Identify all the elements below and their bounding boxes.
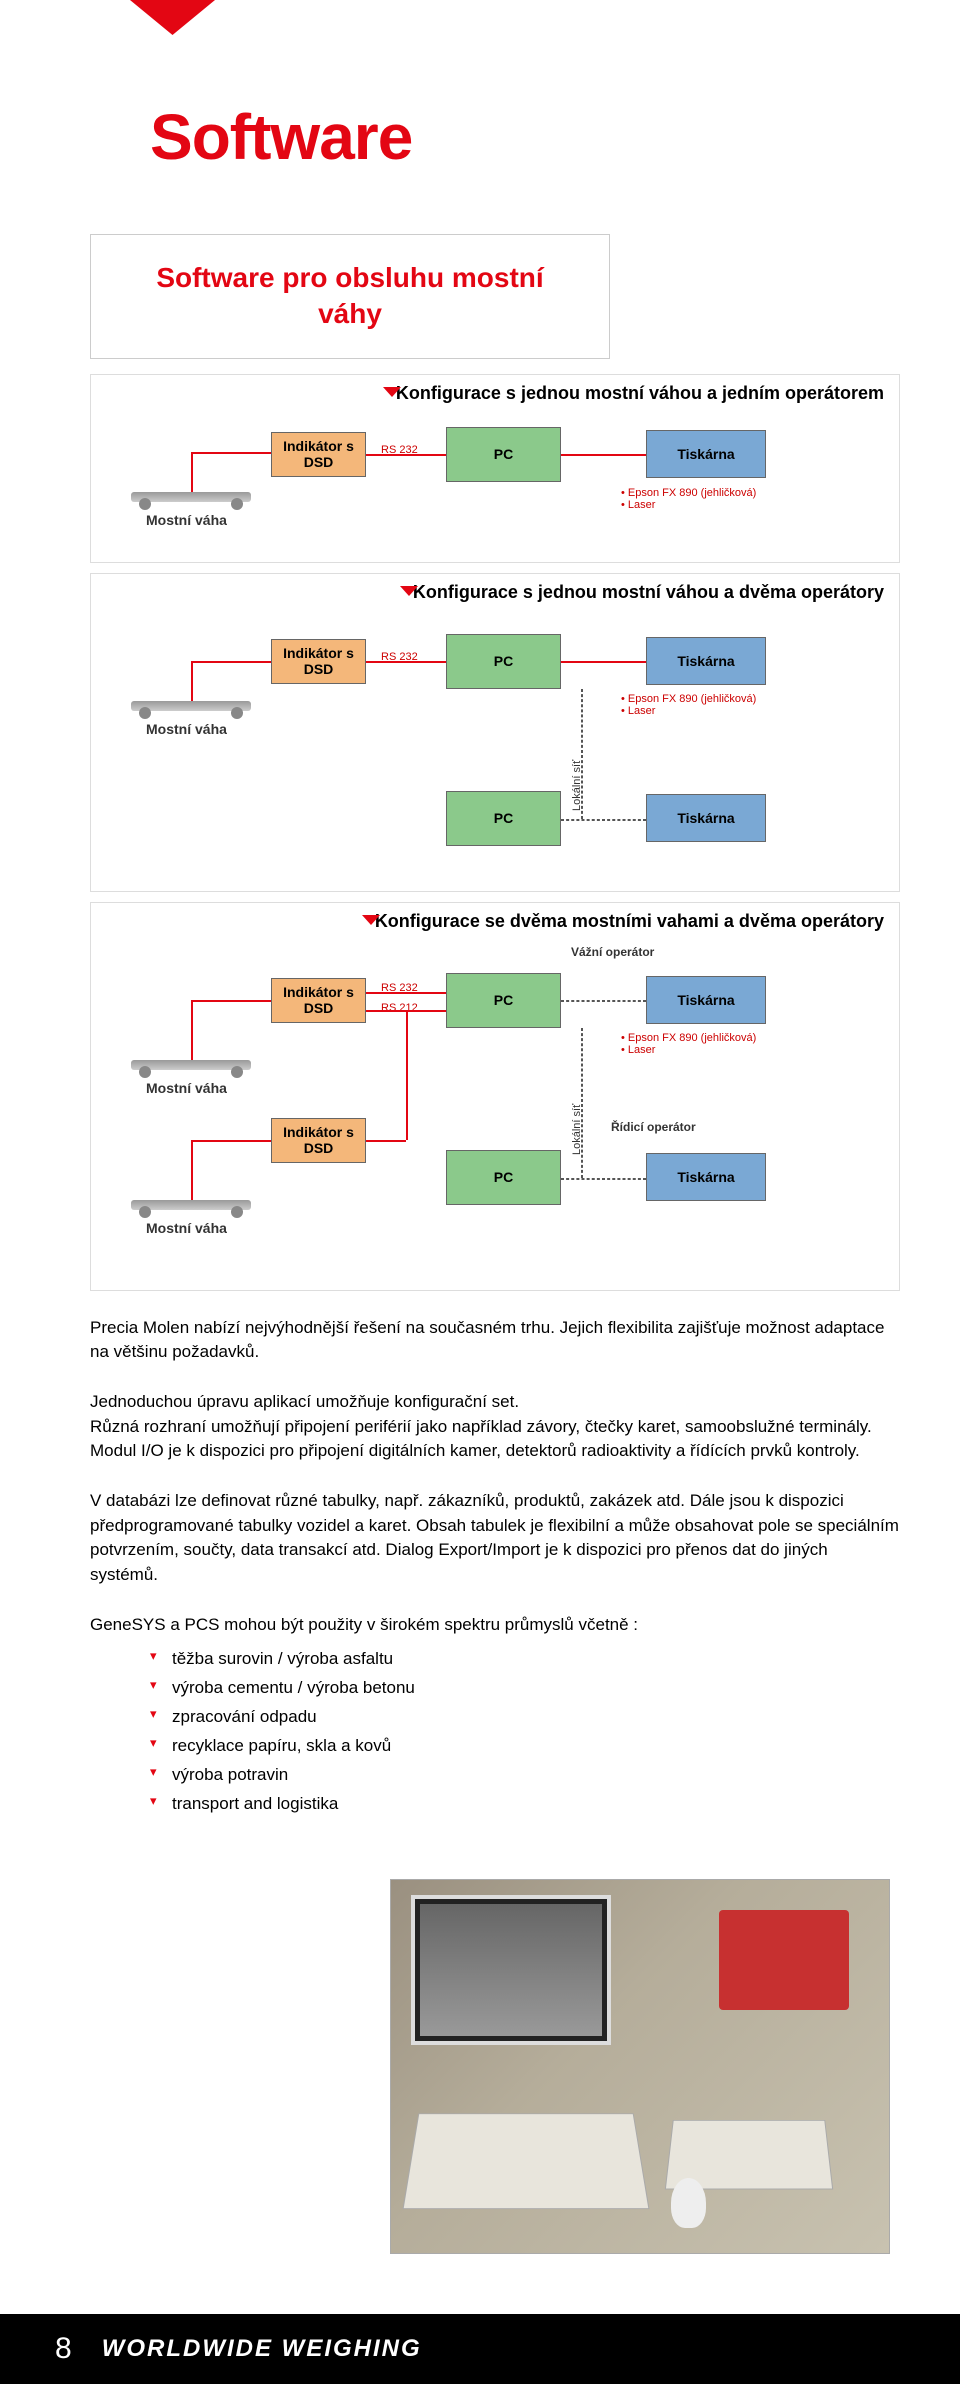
printer-box-1: Tiskárna xyxy=(646,976,766,1024)
scale-shape-2 xyxy=(131,1200,251,1210)
paragraph-1: Precia Molen nabízí nejvýhodnější řešení… xyxy=(90,1316,900,1365)
indicator-box: Indikátor s DSD xyxy=(271,639,366,684)
pc-box-2: PC xyxy=(446,1150,561,1205)
list-item: výroba potravin xyxy=(150,1761,900,1790)
diagram1-header: Konfigurace s jednou mostní váhou a jedn… xyxy=(91,375,899,412)
page-title: Software xyxy=(150,100,900,174)
lan-line xyxy=(561,1000,646,1002)
scale2-label: Mostní váha xyxy=(146,1220,227,1236)
indicator-box-2: Indikátor s DSD xyxy=(271,1118,366,1163)
diagram3-title: Konfigurace se dvěma mostními vahami a d… xyxy=(375,911,884,931)
subtitle-box: Software pro obsluhu mostní váhy xyxy=(90,234,610,359)
printer-label: Tiskárna xyxy=(677,810,734,826)
pc-box-2: PC xyxy=(446,791,561,846)
connector-line xyxy=(191,1140,271,1142)
diagram-single-scale-two-ops: Konfigurace s jednou mostní váhou a dvěm… xyxy=(90,573,900,892)
operator2-label: Řídicí operátor xyxy=(611,1120,696,1134)
connector-line xyxy=(366,454,446,456)
triangle-icon xyxy=(365,387,383,401)
printer-label: Tiskárna xyxy=(677,446,734,462)
scale1-label: Mostní váha xyxy=(146,1080,227,1096)
paragraph-2: Jednoduchou úpravu aplikací umožňuje kon… xyxy=(90,1390,900,1464)
connector-line xyxy=(191,452,193,492)
pc-label: PC xyxy=(494,653,513,669)
rs212-label: RS 212 xyxy=(381,1002,418,1014)
connector-line xyxy=(561,454,646,456)
diagram1-title: Konfigurace s jednou mostní váhou a jedn… xyxy=(396,383,884,403)
scale-shape xyxy=(131,701,251,711)
pc-box: PC xyxy=(446,427,561,482)
list-heading: GeneSYS a PCS mohou být použity v široké… xyxy=(90,1613,900,1638)
triangle-icon xyxy=(344,915,362,929)
list-item: těžba surovin / výroba asfaltu xyxy=(150,1645,900,1674)
lan-label: Lokální síť xyxy=(571,760,583,811)
photo-keyboard-shape xyxy=(403,2113,650,2209)
list-item: zpracování odpadu xyxy=(150,1703,900,1732)
connector-line xyxy=(561,661,646,663)
pc-box: PC xyxy=(446,634,561,689)
scale-shape xyxy=(131,492,251,502)
scale-label: Mostní váha xyxy=(146,512,227,528)
indicator-label: Indikátor s DSD xyxy=(272,438,365,470)
printer-label: Tiskárna xyxy=(677,1169,734,1185)
diagram3-header: Konfigurace se dvěma mostními vahami a d… xyxy=(91,903,899,940)
connector-line xyxy=(366,992,446,994)
printer-note: • Epson FX 890 (jehličková) • Laser xyxy=(621,487,756,511)
red-tab-decor xyxy=(130,0,215,35)
connector-line xyxy=(406,1010,408,1140)
connector-line xyxy=(366,1140,406,1142)
subtitle-text: Software pro obsluhu mostní váhy xyxy=(131,260,569,333)
bullet-list: těžba surovin / výroba asfaltu výroba ce… xyxy=(150,1645,900,1818)
pc-label: PC xyxy=(494,1169,513,1185)
diagram-single-scale-single-op: Konfigurace s jednou mostní váhou a jedn… xyxy=(90,374,900,563)
printer-note: • Epson FX 890 (jehličková) • Laser xyxy=(621,1032,756,1056)
list-item: výroba cementu / výroba betonu xyxy=(150,1674,900,1703)
photo-terminal-shape xyxy=(719,1910,849,2010)
pc-box-1: PC xyxy=(446,973,561,1028)
indicator-label: Indikátor s DSD xyxy=(272,984,365,1016)
printer-box-2: Tiskárna xyxy=(646,1153,766,1201)
connector-line xyxy=(191,1000,271,1002)
diagram-two-scales-two-ops: Konfigurace se dvěma mostními vahami a d… xyxy=(90,902,900,1291)
page-footer: 8 WORLDWIDE WEIGHING xyxy=(0,2314,960,2384)
photo-monitor-shape xyxy=(411,1895,611,2045)
pc-label: PC xyxy=(494,810,513,826)
photo-mouse-shape xyxy=(671,2178,706,2228)
indicator-box: Indikátor s DSD xyxy=(271,432,366,477)
diagram2-title: Konfigurace s jednou mostní váhou a dvěm… xyxy=(413,582,884,602)
connector-line xyxy=(191,1000,193,1060)
page-container: Software Software pro obsluhu mostní váh… xyxy=(0,0,960,2254)
scale-shape-1 xyxy=(131,1060,251,1070)
footer-slogan: WORLDWIDE WEIGHING xyxy=(102,2335,422,2363)
pc-label: PC xyxy=(494,446,513,462)
printer-box-2: Tiskárna xyxy=(646,794,766,842)
printer-box: Tiskárna xyxy=(646,637,766,685)
printer-box: Tiskárna xyxy=(646,430,766,478)
printer-label: Tiskárna xyxy=(677,653,734,669)
lan-line xyxy=(561,1178,646,1180)
printer-label: Tiskárna xyxy=(677,992,734,1008)
connector-line xyxy=(191,1140,193,1200)
equipment-photo xyxy=(390,1879,890,2254)
lan-label: Lokální síť xyxy=(571,1104,583,1155)
connector-line xyxy=(191,661,193,701)
indicator-label: Indikátor s DSD xyxy=(272,1124,365,1156)
triangle-icon xyxy=(382,586,400,600)
connector-line xyxy=(191,661,271,663)
scale-label: Mostní váha xyxy=(146,721,227,737)
indicator-label: Indikátor s DSD xyxy=(272,645,365,677)
connector-line xyxy=(366,661,446,663)
operator1-label: Vážní operátor xyxy=(571,945,654,959)
pc-label: PC xyxy=(494,992,513,1008)
diagram2-header: Konfigurace s jednou mostní váhou a dvěm… xyxy=(91,574,899,611)
list-item: transport and logistika xyxy=(150,1790,900,1819)
indicator-box-1: Indikátor s DSD xyxy=(271,978,366,1023)
lan-line xyxy=(581,1028,583,1178)
paragraph-3: V databázi lze definovat různé tabulky, … xyxy=(90,1489,900,1588)
page-number: 8 xyxy=(55,2332,72,2366)
printer-note: • Epson FX 890 (jehličková) • Laser xyxy=(621,693,756,717)
list-item: recyklace papíru, skla a kovů xyxy=(150,1732,900,1761)
lan-line xyxy=(561,819,646,821)
connector-line xyxy=(191,452,271,454)
